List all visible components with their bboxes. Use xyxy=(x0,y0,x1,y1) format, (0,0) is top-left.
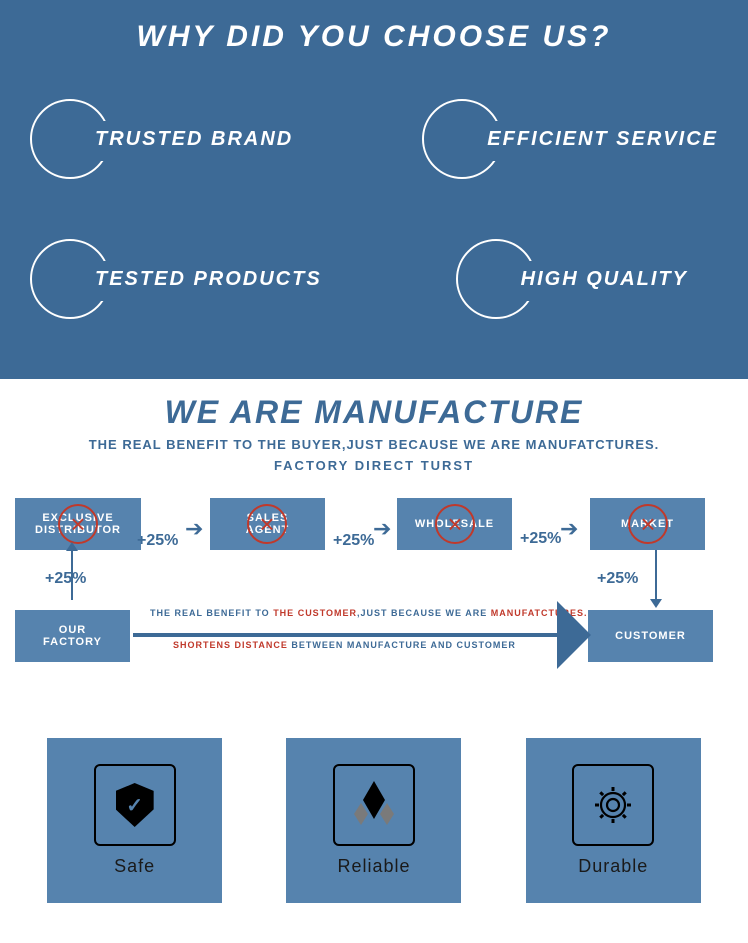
cross-out-icon: × xyxy=(58,504,98,544)
flow-caption-2: SHORTENS DISTANCE BETWEEN MANUFACTURE AN… xyxy=(173,640,516,650)
icon-box xyxy=(94,764,176,846)
icon-box xyxy=(572,764,654,846)
feature-item: TESTED PRODUCTS xyxy=(30,239,322,319)
card-safe: Safe xyxy=(47,738,222,903)
arrow-down-icon xyxy=(655,550,657,600)
card-reliable: Reliable xyxy=(286,738,461,903)
flow-box-customer: CUSTOMER xyxy=(588,610,713,662)
feature-item: TRUSTED BRAND xyxy=(30,99,293,179)
percent-label: +25% xyxy=(597,570,638,588)
shield-icon xyxy=(116,783,154,827)
cross-out-icon: × xyxy=(435,504,475,544)
card-label: Safe xyxy=(114,856,155,877)
flow-box-factory: OURFACTORY xyxy=(15,610,130,662)
features-grid: TRUSTED BRAND EFFICIENT SERVICE TESTED P… xyxy=(30,89,718,349)
icon-box xyxy=(333,764,415,846)
percent-label: +25% xyxy=(45,570,86,588)
main-title: WHY DID YOU CHOOSE US? xyxy=(30,20,718,54)
percent-label: +25% xyxy=(137,532,178,550)
feature-label: TESTED PRODUCTS xyxy=(95,268,322,291)
mid-heading: WE ARE MANUFACTURE xyxy=(15,394,733,431)
feature-label: TRUSTED BRAND xyxy=(95,128,293,151)
mid-subtitle-2: FACTORY DIRECT TURST xyxy=(15,458,733,473)
cross-out-icon: × xyxy=(247,504,287,544)
arrow-right-icon: ➔ xyxy=(185,516,203,542)
arrow-right-icon: ➔ xyxy=(373,516,391,542)
card-label: Reliable xyxy=(337,856,410,877)
arrow-up-icon xyxy=(71,550,73,600)
card-durable: Durable xyxy=(526,738,701,903)
mid-section: WE ARE MANUFACTURE THE REAL BENEFIT TO T… xyxy=(0,379,748,713)
arrow-right-icon: ➔ xyxy=(560,516,578,542)
mid-subtitle: THE REAL BENEFIT TO THE BUYER,JUST BECAU… xyxy=(15,437,733,452)
feature-item: EFFICIENT SERVICE xyxy=(422,99,718,179)
percent-label: +25% xyxy=(333,532,374,550)
feature-label: HIGH QUALITY xyxy=(521,268,688,291)
flow-diagram: EXCLUSIVEDISTRIBUTOR SALESAGENT WHOLESAL… xyxy=(15,498,733,698)
top-section: WHY DID YOU CHOOSE US? TRUSTED BRAND EFF… xyxy=(0,0,748,379)
feature-item: HIGH QUALITY xyxy=(456,239,688,319)
cross-out-icon: × xyxy=(628,504,668,544)
card-label: Durable xyxy=(578,856,648,877)
feature-label: EFFICIENT SERVICE xyxy=(487,128,718,151)
cards-row: Safe Reliable Durable xyxy=(0,713,748,943)
gear-icon xyxy=(591,783,635,827)
percent-label: +25% xyxy=(520,530,561,548)
diamond-icon xyxy=(350,781,398,829)
